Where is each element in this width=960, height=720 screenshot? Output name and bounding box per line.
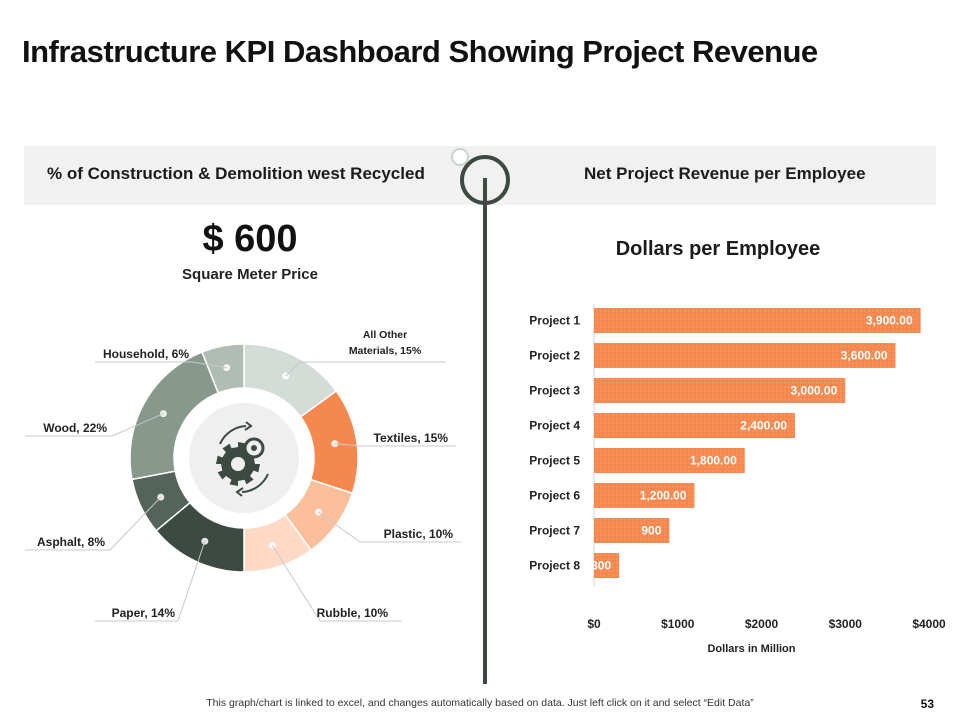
- donut-leader-textiles: [334, 443, 361, 447]
- x-tick-label-3000: $3000: [829, 617, 863, 631]
- revenue-per-employee-bar-chart: Project 1 3,900.00 Project 2 3,600.00 Projec…: [529, 304, 946, 655]
- value-label-project-4: 2,400.00: [740, 419, 787, 433]
- x-axis-title: Dollars in Million: [707, 643, 795, 655]
- bar-project-3: [594, 378, 846, 403]
- category-label-project-6: Project 6: [529, 489, 580, 503]
- donut-label-wood: Wood, 22%: [43, 421, 107, 435]
- left-section-title: % of Construction & Demolition west Recy…: [47, 164, 425, 183]
- right-section-title: Net Project Revenue per Employee: [584, 164, 866, 183]
- bar-chart-title: Dollars per Employee: [615, 238, 821, 260]
- bar-project-2: [594, 343, 896, 368]
- donut-label-household: Household, 6%: [103, 347, 189, 361]
- category-label-project-8: Project 8: [529, 559, 580, 573]
- category-label-project-4: Project 4: [529, 419, 580, 433]
- donut-marker-paper: [201, 537, 209, 545]
- recycled-materials-donut-chart: All Other Materials, 15% Textiles, 15% Plas…: [25, 329, 461, 622]
- value-label-project-8: 300: [591, 559, 611, 573]
- donut-leader-asphalt: [109, 496, 162, 551]
- x-tick-label-0: $0: [587, 617, 601, 631]
- bar-project-1: [594, 308, 921, 333]
- page-title: Infrastructure KPI Dashboard Showing Pro…: [22, 34, 818, 69]
- donut-leader-paper: [177, 541, 206, 622]
- value-label-project-1: 3,900.00: [866, 314, 913, 328]
- bar-project-7: [594, 518, 670, 543]
- square-meter-price-label: Square Meter Price: [182, 266, 318, 283]
- center-divider-line: [483, 178, 487, 684]
- value-label-project-6: 1,200.00: [640, 489, 687, 503]
- x-tick-label-4000: $4000: [912, 617, 946, 631]
- bar-project-6: [594, 483, 695, 508]
- x-tick-label-1000: $1000: [661, 617, 695, 631]
- footer-note: This graph/chart is linked to excel, and…: [206, 697, 754, 709]
- divider-ring-large: [460, 155, 510, 205]
- donut-leader-rubble: [272, 545, 321, 622]
- donut-label-all-other-materials: All Other Materials, 15%: [349, 329, 422, 357]
- value-label-project-3: 3,000.00: [791, 384, 838, 398]
- category-label-project-1: Project 1: [529, 314, 580, 328]
- page-number: 53: [920, 697, 934, 711]
- category-label-project-7: Project 7: [529, 524, 580, 538]
- donut-label-rubble: Rubble, 10%: [317, 606, 389, 620]
- donut-label-plastic: Plastic, 10%: [384, 527, 454, 541]
- category-label-project-3: Project 3: [529, 384, 580, 398]
- divider-ring-small: [451, 148, 469, 166]
- donut-label-asphalt: Asphalt, 8%: [37, 535, 105, 549]
- divider-ring-decoration: [451, 148, 510, 205]
- donut-marker-plastic: [314, 508, 322, 516]
- donut-marker-household: [223, 364, 231, 372]
- category-label-project-2: Project 2: [529, 349, 580, 363]
- bar-project-4: [594, 413, 795, 438]
- square-meter-price-value: $ 600: [202, 218, 298, 260]
- donut-leader-all-other-materials: [285, 361, 301, 377]
- donut-leader-plastic: [318, 511, 361, 543]
- donut-leader-household: [191, 361, 227, 369]
- category-label-project-5: Project 5: [529, 454, 580, 468]
- bar-project-8: [594, 553, 620, 578]
- value-label-project-2: 3,600.00: [841, 349, 888, 363]
- donut-label-textiles: Textiles, 15%: [374, 431, 449, 445]
- donut-leader-wood: [111, 413, 164, 437]
- value-label-project-7: 900: [641, 524, 661, 538]
- bar-project-5: [594, 448, 745, 473]
- donut-marker-wood: [159, 410, 167, 418]
- x-tick-label-2000: $2000: [745, 617, 779, 631]
- value-label-project-5: 1,800.00: [690, 454, 737, 468]
- donut-label-paper: Paper, 14%: [112, 606, 176, 620]
- gear-cycle-icon: [216, 421, 269, 497]
